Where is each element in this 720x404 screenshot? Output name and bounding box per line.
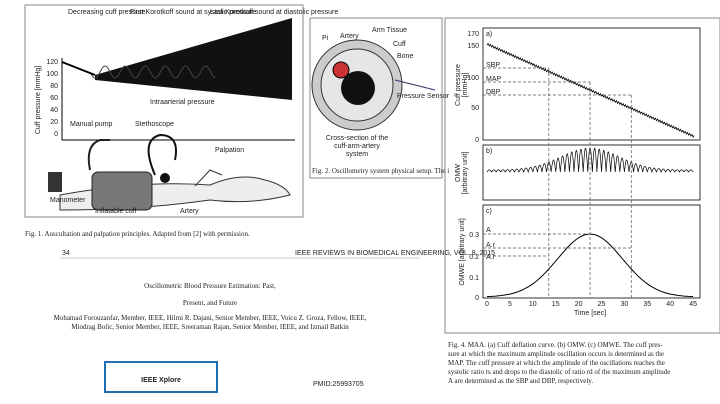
hand <box>194 169 223 187</box>
text: 0 <box>475 137 479 144</box>
text: cuff-arm-artery <box>334 143 380 150</box>
text: OMWE [arbitrary unit] <box>459 218 466 285</box>
text: Artery <box>180 208 199 215</box>
text: A.r <box>486 242 496 249</box>
text: 15 <box>552 301 560 308</box>
text: 80 <box>50 83 58 90</box>
text: Pressure Sensor <box>397 93 450 100</box>
fig2-frame <box>309 17 443 179</box>
text: A.r <box>486 254 496 261</box>
stethoscope-head <box>160 173 170 183</box>
text: 40 <box>666 301 674 308</box>
text: 170 <box>467 31 479 38</box>
text: [mmHg] <box>462 73 469 98</box>
text: Pi <box>322 35 329 42</box>
text: Time [sec] <box>574 310 606 317</box>
text: A are determined as the SBP and DBP, res… <box>448 377 593 385</box>
text: Inflatable cuff <box>95 208 137 215</box>
text: MAP <box>486 76 502 83</box>
text: A <box>486 227 491 234</box>
text: sure at which the maximum amplitude osci… <box>448 350 664 358</box>
stethoscope <box>147 133 177 176</box>
plot-frame <box>482 27 701 141</box>
text: Palpation <box>215 147 244 154</box>
fig4-frame <box>444 17 720 334</box>
fig4 <box>482 27 701 299</box>
text: Cuff pressure [mmHg] <box>35 66 42 134</box>
text: DBP <box>486 89 501 96</box>
text: Last Korotkoff sound at diastolic pressu… <box>210 9 338 16</box>
text: system <box>346 151 368 158</box>
sensor-line <box>394 79 436 91</box>
fig1-frame <box>24 4 304 218</box>
text: 0 <box>475 295 479 302</box>
text: 20 <box>575 301 583 308</box>
cuff <box>91 171 153 211</box>
text: Arm Tissue <box>372 27 407 34</box>
text: 100 <box>46 71 58 78</box>
pump-tube <box>87 139 110 171</box>
text: Decreasing cuff pressure <box>68 9 146 16</box>
text: c) <box>486 208 492 215</box>
text: SBP <box>486 62 500 69</box>
text: IEEE Xplore <box>141 377 181 384</box>
text: b) <box>486 148 492 155</box>
text: systolic ratio rs and drops to the diast… <box>448 368 670 376</box>
text: 0.3 <box>469 232 479 239</box>
text: Bone <box>397 53 413 60</box>
manometer <box>48 172 62 192</box>
text: a) <box>486 31 492 38</box>
text: 30 <box>621 301 629 308</box>
text: Mohamad Forouzanfar, Member, IEEE, Hilmi… <box>54 314 367 322</box>
text: 45 <box>689 301 697 308</box>
text: 35 <box>643 301 651 308</box>
text: Stethoscope <box>135 121 174 128</box>
text: OMW <box>455 164 462 182</box>
intra-wave <box>89 65 216 79</box>
text: 0 <box>485 301 489 308</box>
cuff-wave <box>95 18 292 100</box>
text: Present, and Future <box>183 299 237 307</box>
text: Artery <box>340 33 359 40</box>
text: 10 <box>529 301 537 308</box>
text: Fig. 4. MAA. (a) Cuff deflation curve. (… <box>448 341 663 349</box>
text: Manual pump <box>70 121 113 128</box>
text: IEEE REVIEWS IN BIOMEDICAL ENGINEERING, … <box>295 250 495 257</box>
text: 20 <box>50 119 58 126</box>
artery <box>332 61 350 79</box>
text: Manometer <box>50 197 86 204</box>
text: [arbitrary unit] <box>462 152 469 195</box>
text: MAP. The cuff pressure at which the ampl… <box>448 359 665 367</box>
text: 0.2 <box>469 254 479 261</box>
deflation <box>486 42 695 138</box>
text: 50 <box>471 105 479 112</box>
plot-frame <box>482 204 701 299</box>
text: 100 <box>467 75 479 82</box>
text: 40 <box>50 107 58 114</box>
logo-box <box>104 361 218 393</box>
text: Intraarterial pressure <box>150 99 215 106</box>
bone <box>341 71 375 105</box>
cuff-line <box>61 61 96 76</box>
text: 150 <box>467 43 479 50</box>
text: Cuff <box>393 41 406 48</box>
text: 5 <box>508 301 512 308</box>
text: Cross-section of the <box>326 135 388 142</box>
text: 25 <box>598 301 606 308</box>
text: Cuff pressure <box>455 64 462 106</box>
text: Fig. 2. Oscillometry system physical set… <box>312 167 449 175</box>
text: Miodrag Bolic, Senior Member, IEEE, Sree… <box>71 323 349 331</box>
plot-frame <box>482 144 701 201</box>
text: Oscillometric Blood Pressure Estimation:… <box>144 282 276 290</box>
text: 0.1 <box>469 275 479 282</box>
text: First Korotkoff sound at systolic pressu… <box>130 9 256 16</box>
text: Fig. 1. Auscultation and palpation princ… <box>25 230 250 238</box>
text: 60 <box>50 95 58 102</box>
text: 0 <box>54 131 58 138</box>
text: 120 <box>46 59 58 66</box>
text: PMID:25993705 <box>313 381 364 388</box>
text: 34 <box>62 250 70 257</box>
